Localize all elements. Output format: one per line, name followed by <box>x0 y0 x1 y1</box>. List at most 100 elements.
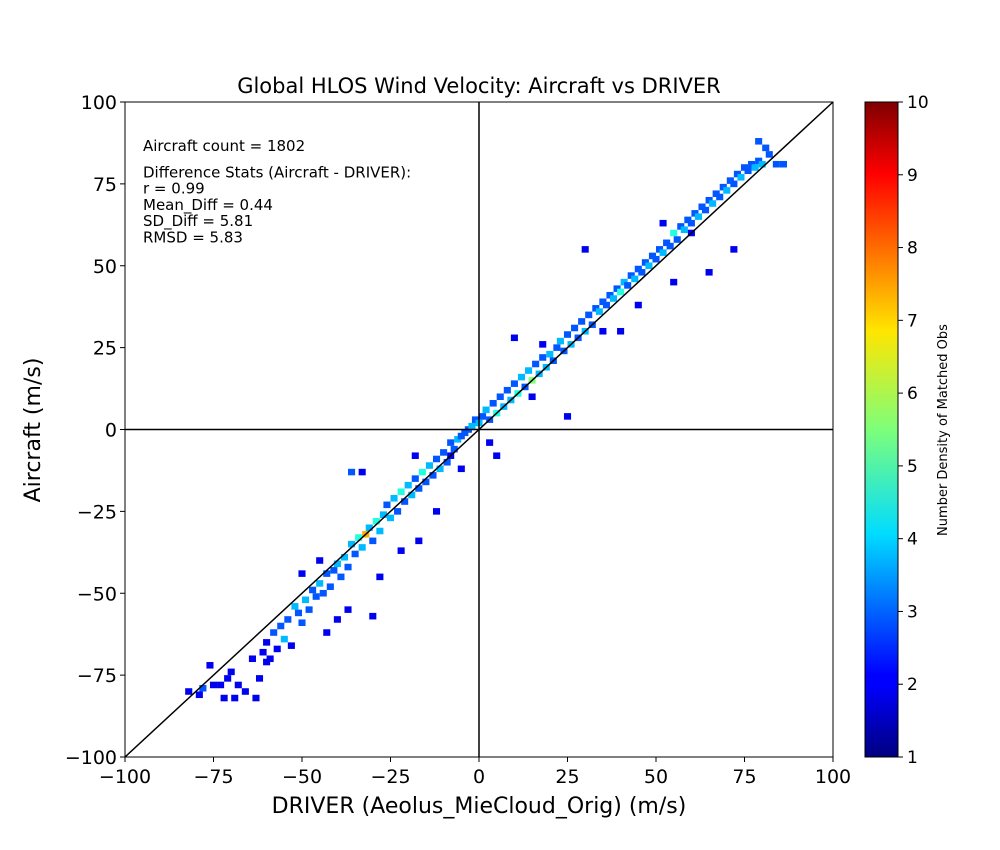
heatmap-bin <box>772 160 780 168</box>
heatmap-bin <box>563 331 572 338</box>
stats-line: RMSD = 5.83 <box>143 229 243 247</box>
heatmap-bin <box>432 508 441 515</box>
heatmap-bin <box>694 213 703 220</box>
heatmap-bin <box>372 517 380 525</box>
heatmap-bin <box>432 455 441 463</box>
heatmap-bin <box>348 540 356 548</box>
heatmap-bin <box>323 629 331 636</box>
y-tick-label: −75 <box>77 665 117 687</box>
heatmap-bin <box>234 681 242 689</box>
heatmap-bin <box>255 675 264 682</box>
heatmap-bin <box>740 164 749 171</box>
heatmap-bin <box>482 406 490 414</box>
heatmap-bin <box>404 481 412 489</box>
heatmap-bin <box>252 694 260 702</box>
heatmap-bin <box>227 668 235 676</box>
heatmap-bin <box>620 278 628 286</box>
heatmap-bin <box>206 662 214 669</box>
heatmap-bin <box>248 655 256 663</box>
heatmap-bin <box>231 694 239 702</box>
x-tick-label: −75 <box>193 766 233 788</box>
heatmap-bin <box>273 645 281 653</box>
heatmap-bin <box>496 393 504 401</box>
heatmap-bin <box>737 174 745 181</box>
heatmap-bin <box>493 452 501 459</box>
heatmap-bin <box>397 547 405 554</box>
heatmap-bin <box>599 298 607 306</box>
stats-line: Difference Stats (Aircraft - DRIVER): <box>143 163 411 181</box>
heatmap-bin <box>730 246 738 253</box>
heatmap-bin <box>673 236 681 243</box>
heatmap-bin <box>284 616 292 623</box>
heatmap-bin <box>571 324 579 332</box>
y-axis: −100 −75 −50 −25 0 25 50 75 100 <box>65 92 125 769</box>
heatmap-bin <box>309 586 317 594</box>
heatmap-bin <box>333 560 341 568</box>
heatmap-bin <box>291 603 299 610</box>
heatmap-bin <box>730 180 738 188</box>
heatmap-bin <box>447 439 455 446</box>
heatmap-bin <box>546 350 554 358</box>
heatmap-bin <box>298 619 306 626</box>
heatmap-bin <box>351 550 359 558</box>
heatmap-bin <box>302 596 310 604</box>
heatmap-bin <box>634 301 642 309</box>
heatmap-bin <box>755 157 763 165</box>
heatmap-bin <box>585 311 593 319</box>
heatmap-bin <box>733 170 741 178</box>
x-axis-label: DRIVER (Aeolus_MieCloud_Orig) (m/s) <box>272 794 687 819</box>
heatmap-bin <box>241 688 249 695</box>
heatmap-bin <box>457 432 465 440</box>
y-tick-label: 0 <box>105 420 117 442</box>
heatmap-bin <box>634 265 642 273</box>
heatmap-bin <box>199 684 207 692</box>
heatmap-bin <box>755 138 763 145</box>
heatmap-bin <box>595 308 603 315</box>
heatmap-bin <box>762 144 770 152</box>
heatmap-bin <box>723 187 731 194</box>
chart-title: Global HLOS Wind Velocity: Aircraft vs D… <box>237 74 721 98</box>
heatmap-bin <box>355 534 363 541</box>
y-tick-label: 100 <box>81 92 117 114</box>
heatmap-bin <box>224 675 232 682</box>
heatmap-bin <box>425 462 433 469</box>
heatmap-bin <box>397 488 405 495</box>
y-tick-label: −50 <box>77 583 117 605</box>
x-tick-label: 0 <box>473 766 485 788</box>
heatmap-bin <box>765 151 773 158</box>
heatmap-bin <box>468 422 476 430</box>
heatmap-bin <box>539 354 547 361</box>
y-tick-label: −25 <box>77 501 117 523</box>
heatmap-bin <box>185 688 193 695</box>
y-tick-label: 75 <box>93 174 117 196</box>
stats-annotation: Aircraft count = 1802 Difference Stats (A… <box>143 137 411 247</box>
heatmap-bin <box>195 691 203 699</box>
heatmap-bin <box>316 557 324 564</box>
heatmap-bin <box>702 206 710 214</box>
x-tick-label: −25 <box>370 766 410 788</box>
heatmap-bin <box>716 193 724 201</box>
colorbar-tick-label: 7 <box>907 311 918 331</box>
heatmap-bin <box>422 478 430 486</box>
colorbar-tick-label: 10 <box>907 93 929 113</box>
heatmap-bin <box>298 570 306 577</box>
heatmap-bin <box>638 269 646 276</box>
heatmap-bin <box>369 537 377 545</box>
x-axis: −100 −75 −50 −25 0 25 50 75 100 <box>99 757 851 788</box>
heatmap-bin <box>744 167 752 175</box>
heatmap-bin <box>489 400 497 407</box>
heatmap-bin <box>631 275 639 283</box>
heatmap-bin <box>220 694 228 702</box>
heatmap-bin <box>263 658 271 666</box>
heatmap-bin <box>687 219 695 227</box>
colorbar-tick-label: 5 <box>907 457 918 477</box>
heatmap-bin <box>627 272 635 279</box>
heatmap-bin <box>394 508 402 515</box>
heatmap-bin <box>684 216 692 224</box>
heatmap-bin <box>659 249 667 256</box>
colorbar-tick-label: 1 <box>907 748 918 768</box>
heatmap-bin <box>379 511 387 518</box>
heatmap-bin <box>532 360 540 368</box>
heatmap-bin <box>578 318 586 325</box>
heatmap-bin <box>401 498 409 505</box>
